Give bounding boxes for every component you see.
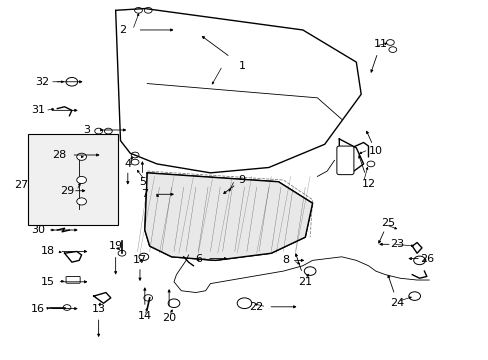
Text: 32: 32 <box>36 77 50 87</box>
Bar <box>28 134 118 225</box>
Circle shape <box>168 299 180 307</box>
Text: 18: 18 <box>41 247 55 256</box>
Text: 2: 2 <box>119 25 126 35</box>
Text: 5: 5 <box>139 177 145 187</box>
Text: 9: 9 <box>238 175 245 185</box>
FancyBboxPatch shape <box>336 146 353 175</box>
Text: 30: 30 <box>31 225 45 235</box>
Circle shape <box>104 128 112 134</box>
Text: 11: 11 <box>373 39 387 49</box>
Text: 6: 6 <box>194 253 202 264</box>
Text: 1: 1 <box>238 61 245 71</box>
Text: 23: 23 <box>390 239 404 249</box>
Text: 31: 31 <box>31 105 45 115</box>
Text: 20: 20 <box>162 312 176 323</box>
Polygon shape <box>144 173 312 260</box>
Text: 17: 17 <box>133 255 147 265</box>
Text: 27: 27 <box>14 180 28 190</box>
Text: 22: 22 <box>249 302 263 312</box>
Circle shape <box>131 152 139 158</box>
Text: 3: 3 <box>83 125 90 135</box>
Circle shape <box>139 253 148 260</box>
Circle shape <box>66 77 78 86</box>
Circle shape <box>413 256 425 265</box>
Text: 8: 8 <box>282 255 289 265</box>
Circle shape <box>134 8 142 13</box>
Text: 7: 7 <box>141 189 148 199</box>
Text: 12: 12 <box>361 179 375 189</box>
Circle shape <box>144 8 152 13</box>
Text: 4: 4 <box>124 159 131 169</box>
Text: 21: 21 <box>298 277 312 287</box>
Circle shape <box>143 295 152 301</box>
Text: 28: 28 <box>53 150 67 160</box>
Circle shape <box>77 176 86 184</box>
Text: 24: 24 <box>390 298 404 308</box>
Text: 25: 25 <box>380 218 394 228</box>
Text: 15: 15 <box>41 277 55 287</box>
Circle shape <box>95 128 102 134</box>
Circle shape <box>63 305 71 310</box>
Text: 10: 10 <box>368 147 382 157</box>
Circle shape <box>77 153 86 160</box>
FancyBboxPatch shape <box>66 276 80 283</box>
Circle shape <box>386 40 393 45</box>
Circle shape <box>131 159 139 165</box>
Text: 14: 14 <box>138 311 152 321</box>
Text: 16: 16 <box>31 303 45 314</box>
Text: 26: 26 <box>419 253 433 264</box>
Text: 19: 19 <box>108 241 122 251</box>
Circle shape <box>408 292 420 300</box>
Circle shape <box>366 161 374 167</box>
Circle shape <box>77 198 86 205</box>
Circle shape <box>388 47 396 53</box>
Circle shape <box>118 250 125 256</box>
Text: 29: 29 <box>60 186 74 196</box>
Text: 13: 13 <box>91 303 105 314</box>
